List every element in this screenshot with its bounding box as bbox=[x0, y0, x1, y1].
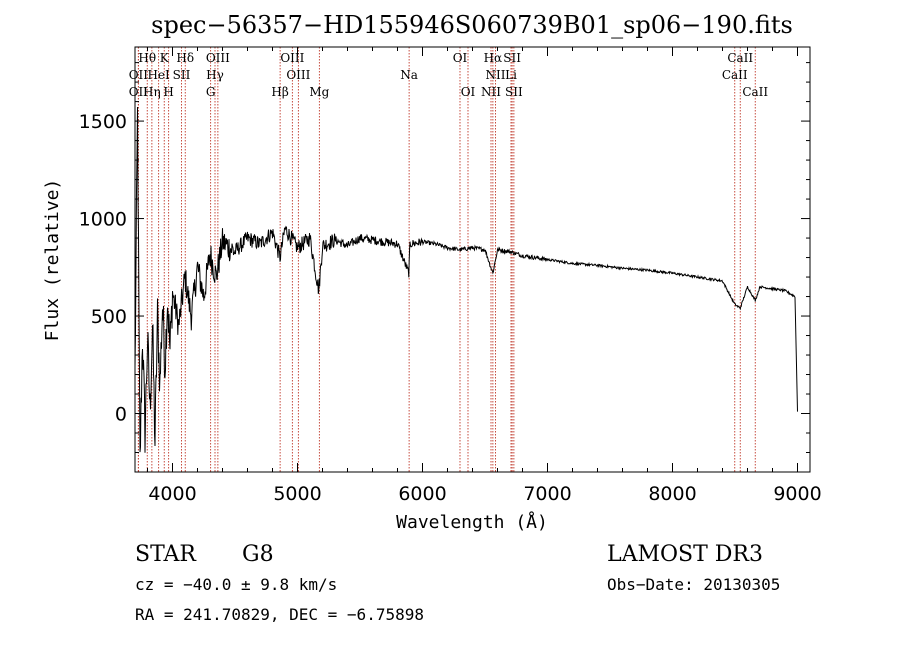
line-marker-label: OIII bbox=[280, 51, 304, 65]
line-marker-label: NII bbox=[486, 68, 506, 82]
sky-coordinates: RA = 241.70829, DEC = −6.75898 bbox=[135, 605, 424, 624]
line-marker-label: CaII bbox=[722, 68, 748, 82]
line-marker-label: HeI bbox=[147, 68, 170, 82]
line-marker-label: OI bbox=[453, 51, 468, 65]
line-marker-label: NII bbox=[481, 85, 501, 99]
line-marker-label: Hγ bbox=[206, 68, 224, 82]
x-axis-label: Wavelength (Å) bbox=[396, 511, 548, 533]
line-marker-label: OII bbox=[129, 68, 149, 82]
line-marker-label: Hα bbox=[484, 51, 503, 65]
line-marker-label: CaII bbox=[742, 85, 768, 99]
line-marker-label: CaII bbox=[727, 51, 753, 65]
line-marker-label: K bbox=[160, 51, 170, 65]
x-tick-label: 5000 bbox=[273, 483, 321, 505]
line-markers bbox=[137, 47, 756, 472]
y-axis-ticks: 0 500 1000 1500 bbox=[79, 62, 810, 454]
line-marker-label: Hθ bbox=[138, 51, 156, 65]
flux-series-line bbox=[134, 106, 798, 453]
y-axis-label: Flux (relative) bbox=[42, 179, 63, 342]
x-tick-label: 8000 bbox=[648, 483, 696, 505]
object-subclass: G8 bbox=[242, 542, 274, 567]
plot-frame bbox=[134, 46, 811, 473]
line-marker-label: OII bbox=[129, 85, 149, 99]
line-marker-label: Na bbox=[400, 68, 418, 82]
line-marker-label: Hβ bbox=[271, 85, 288, 99]
line-marker-label: Li bbox=[505, 68, 517, 82]
survey-name: LAMOST DR3 bbox=[607, 542, 763, 567]
line-marker-label: OI bbox=[461, 85, 476, 99]
line-marker-label: SII bbox=[173, 68, 191, 82]
y-tick-label: 500 bbox=[91, 306, 127, 328]
object-class: STAR bbox=[135, 542, 197, 567]
observation-date: Obs−Date: 20130305 bbox=[607, 575, 780, 594]
redshift-velocity: cz = −40.0 ± 9.8 km/s bbox=[135, 575, 337, 594]
chart-title: spec−56357−HD155946S060739B01_sp06−190.f… bbox=[151, 11, 793, 39]
x-tick-label: 6000 bbox=[398, 483, 446, 505]
line-marker-label: Hη bbox=[143, 85, 161, 99]
x-tick-label: 4000 bbox=[148, 483, 196, 505]
line-marker-label: Hδ bbox=[176, 51, 194, 65]
y-tick-label: 1000 bbox=[79, 209, 127, 231]
y-tick-label: 0 bbox=[115, 404, 127, 426]
line-marker-label: OIII bbox=[206, 51, 230, 65]
line-marker-label: H bbox=[163, 85, 173, 99]
line-marker-label: Mg bbox=[309, 85, 329, 99]
line-marker-label: OIII bbox=[286, 68, 310, 82]
y-tick-label: 1500 bbox=[79, 111, 127, 133]
line-marker-label: SII bbox=[503, 51, 521, 65]
line-marker-label: SII bbox=[505, 85, 523, 99]
x-tick-label: 7000 bbox=[523, 483, 571, 505]
line-marker-label: G bbox=[206, 85, 216, 99]
x-tick-label: 9000 bbox=[773, 483, 821, 505]
x-axis-ticks: 4000 5000 6000 7000 8000 9000 bbox=[147, 47, 822, 505]
